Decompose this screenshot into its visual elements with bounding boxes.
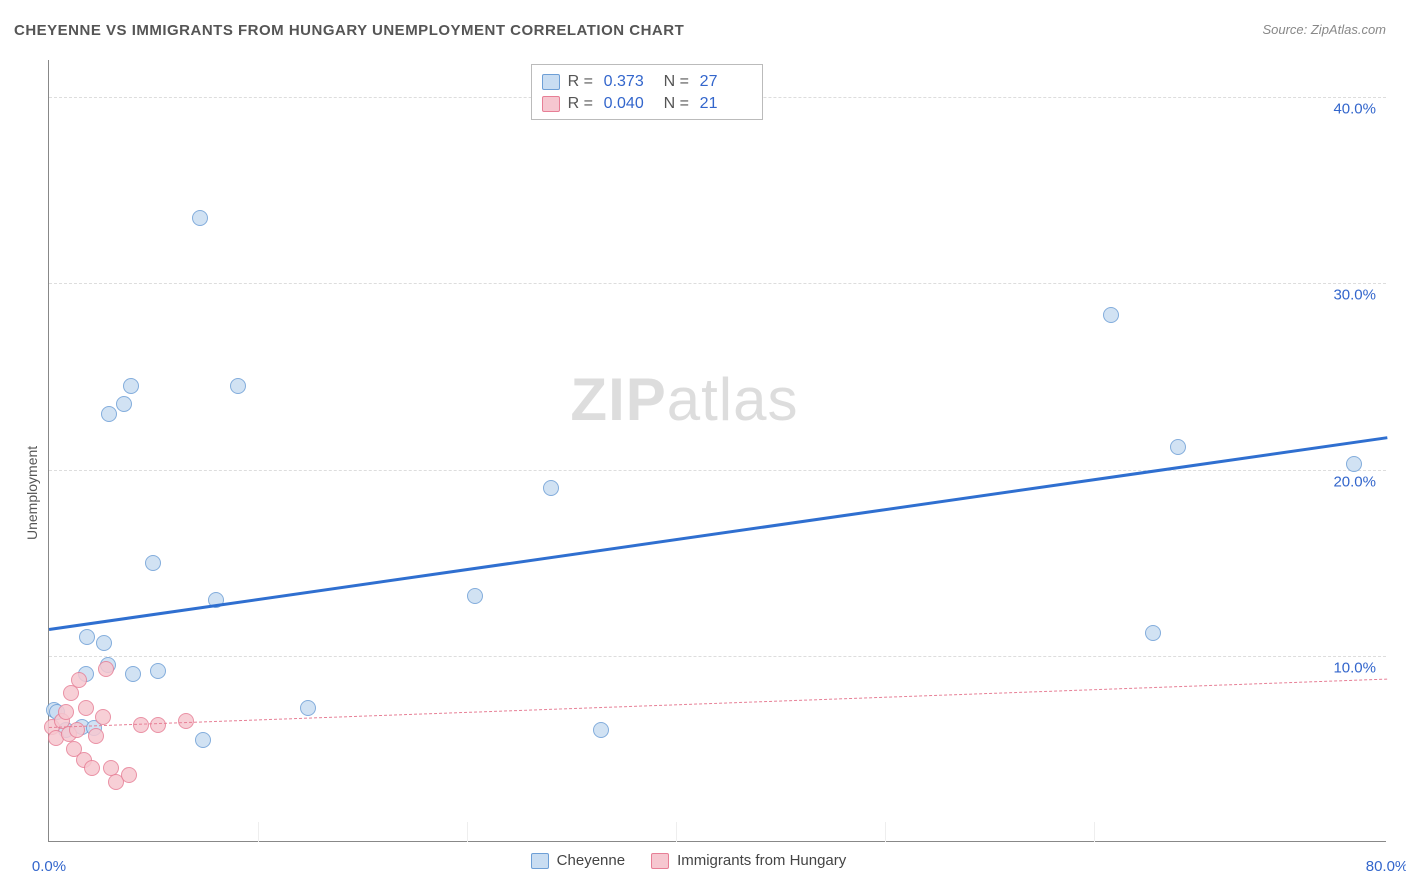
marker-hungary: [78, 700, 94, 716]
marker-cheyenne: [195, 732, 211, 748]
marker-cheyenne: [1103, 307, 1119, 323]
chart-title: CHEYENNE VS IMMIGRANTS FROM HUNGARY UNEM…: [14, 22, 684, 39]
stats-r-value: 0.373: [604, 73, 656, 91]
y-tick-label: 10.0%: [1333, 659, 1376, 676]
gridline-horizontal: [49, 656, 1386, 657]
marker-cheyenne: [593, 722, 609, 738]
marker-hungary: [98, 661, 114, 677]
legend-item: Immigrants from Hungary: [651, 852, 846, 869]
marker-cheyenne: [467, 588, 483, 604]
marker-cheyenne: [192, 210, 208, 226]
marker-hungary: [103, 760, 119, 776]
stats-n-label: N =: [664, 73, 692, 91]
marker-cheyenne: [123, 378, 139, 394]
legend-item: Cheyenne: [531, 852, 625, 869]
marker-hungary: [69, 722, 85, 738]
legend-swatch: [542, 96, 560, 112]
stats-row: R = 0.373 N = 27: [542, 71, 752, 93]
regression-line-cheyenne: [49, 436, 1387, 631]
plot-area: ZIPatlas 10.0%20.0%30.0%40.0%0.0%80.0%R …: [48, 60, 1386, 842]
marker-cheyenne: [145, 555, 161, 571]
legend-label: Immigrants from Hungary: [677, 852, 846, 869]
gridline-horizontal: [49, 470, 1386, 471]
marker-cheyenne: [1346, 456, 1362, 472]
gridline-vertical: [258, 822, 259, 842]
bottom-legend: Cheyenne Immigrants from Hungary: [531, 852, 847, 869]
regression-line-hungary: [49, 678, 1387, 727]
marker-cheyenne: [230, 378, 246, 394]
stats-n-value: 21: [700, 95, 752, 113]
y-axis-title: Unemployment: [24, 446, 40, 540]
marker-cheyenne: [300, 700, 316, 716]
gridline-vertical: [676, 822, 677, 842]
legend-swatch: [531, 853, 549, 869]
legend-label: Cheyenne: [557, 852, 625, 869]
stats-r-label: R =: [568, 95, 596, 113]
marker-cheyenne: [1170, 439, 1186, 455]
stats-n-value: 27: [700, 73, 752, 91]
gridline-horizontal: [49, 283, 1386, 284]
marker-hungary: [71, 672, 87, 688]
stats-r-label: R =: [568, 73, 596, 91]
gridline-vertical: [467, 822, 468, 842]
marker-cheyenne: [79, 629, 95, 645]
marker-hungary: [84, 760, 100, 776]
marker-cheyenne: [125, 666, 141, 682]
y-tick-label: 20.0%: [1333, 473, 1376, 490]
marker-hungary: [88, 728, 104, 744]
source-label: Source: ZipAtlas.com: [1262, 22, 1386, 37]
x-tick-label: 0.0%: [32, 858, 66, 875]
marker-cheyenne: [150, 663, 166, 679]
marker-cheyenne: [543, 480, 559, 496]
legend-swatch: [542, 74, 560, 90]
gridline-vertical: [885, 822, 886, 842]
x-tick-label: 80.0%: [1366, 858, 1406, 875]
marker-cheyenne: [1145, 625, 1161, 641]
legend-swatch: [651, 853, 669, 869]
y-tick-label: 30.0%: [1333, 287, 1376, 304]
chart-container: CHEYENNE VS IMMIGRANTS FROM HUNGARY UNEM…: [0, 0, 1406, 892]
watermark-bold: ZIP: [570, 366, 666, 433]
marker-cheyenne: [101, 406, 117, 422]
stats-row: R = 0.040 N = 21: [542, 93, 752, 115]
marker-cheyenne: [116, 396, 132, 412]
marker-cheyenne: [96, 635, 112, 651]
stats-r-value: 0.040: [604, 95, 656, 113]
gridline-vertical: [1094, 822, 1095, 842]
watermark-light: atlas: [667, 366, 799, 433]
y-tick-label: 40.0%: [1333, 101, 1376, 118]
marker-hungary: [150, 717, 166, 733]
stats-box: R = 0.373 N = 27 R = 0.040 N = 21: [531, 64, 763, 120]
marker-hungary: [95, 709, 111, 725]
stats-n-label: N =: [664, 95, 692, 113]
watermark: ZIPatlas: [570, 365, 798, 434]
marker-hungary: [121, 767, 137, 783]
marker-hungary: [58, 704, 74, 720]
